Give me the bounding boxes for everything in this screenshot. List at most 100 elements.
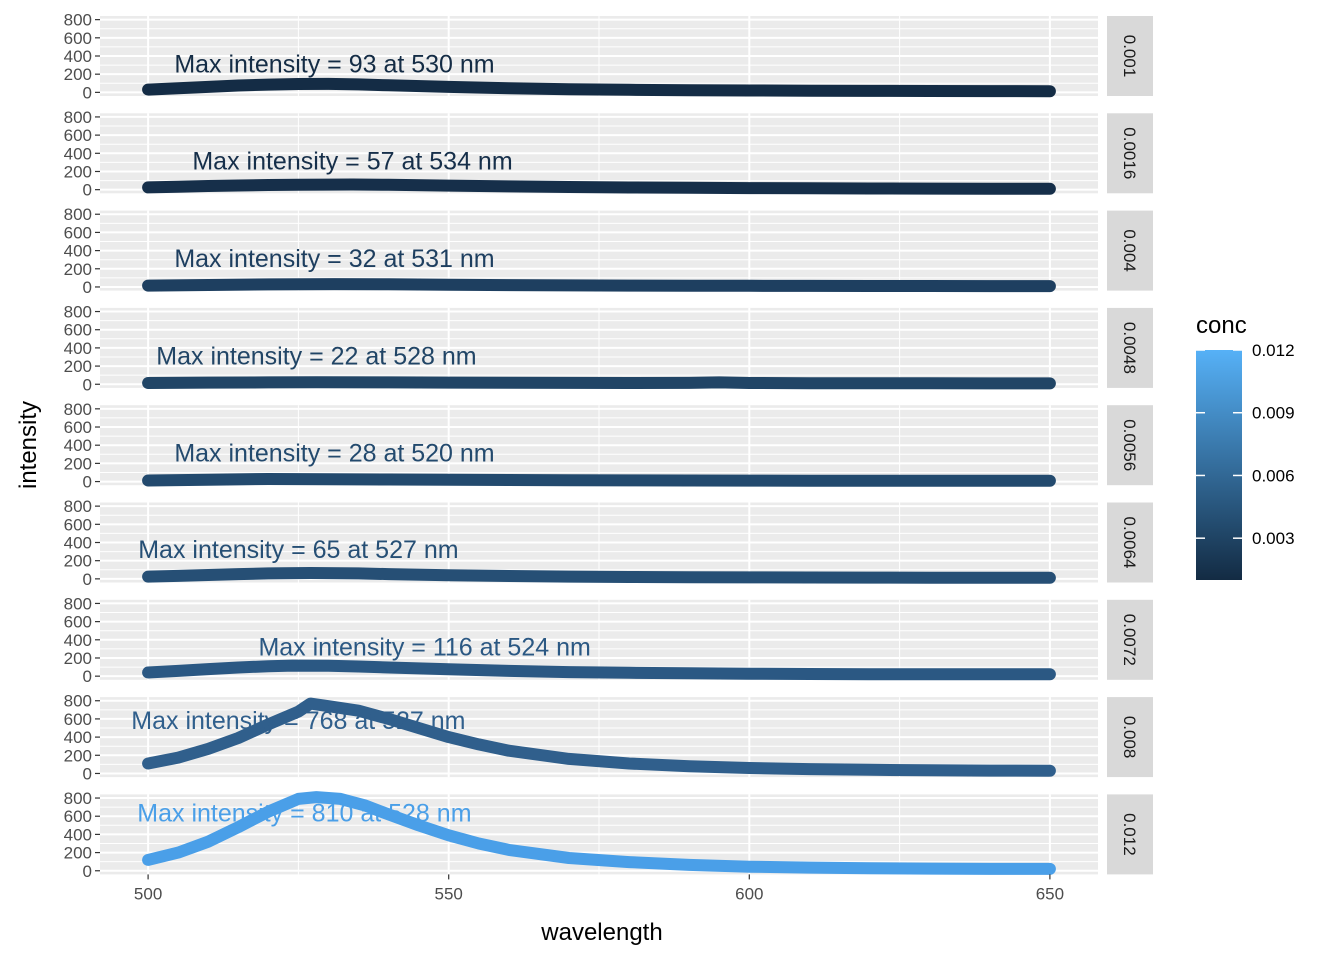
y-tick-label: 200 xyxy=(64,844,92,863)
colorbar-legend: conc 0.003 0.006 0.009 0.012 xyxy=(1196,312,1295,580)
y-tick-label: 0 xyxy=(83,667,92,686)
y-tick-label: 0 xyxy=(83,862,92,881)
y-tick-label: 0 xyxy=(83,570,92,589)
facet-strip-label: 0.0064 xyxy=(1120,517,1139,569)
facet-strip-label: 0.012 xyxy=(1120,813,1139,856)
series-line-0.012 xyxy=(142,791,1056,875)
y-tick-label: 0 xyxy=(83,375,92,394)
facet-strip xyxy=(1107,405,1153,486)
x-axis-title: wavelength xyxy=(540,919,662,946)
y-tick-label: 200 xyxy=(64,454,92,473)
y-tick-label: 0 xyxy=(83,473,92,492)
facet-strip-label: 0.0016 xyxy=(1120,127,1139,179)
y-tick-label: 800 xyxy=(64,497,92,516)
y-tick-label: 400 xyxy=(64,825,92,844)
y-tick-label: 200 xyxy=(64,357,92,376)
facet-strip-label: 0.0072 xyxy=(1120,614,1139,666)
y-tick-label: 0 xyxy=(83,181,92,200)
colorbar-tick-label: 0.003 xyxy=(1252,529,1295,548)
y-tick-label: 600 xyxy=(64,223,92,242)
legend-title: conc xyxy=(1196,312,1247,339)
colorbar-tick-label: 0.006 xyxy=(1252,466,1295,485)
facet-strip-label: 0.004 xyxy=(1120,229,1139,272)
max-intensity-annotation: Max intensity = 22 at 528 nm xyxy=(156,342,476,370)
facet-strip-label: 0.001 xyxy=(1120,35,1139,78)
max-intensity-annotation: Max intensity = 32 at 531 nm xyxy=(174,245,494,273)
y-tick-label: 200 xyxy=(64,649,92,668)
x-tick-label: 650 xyxy=(1036,884,1064,903)
y-tick-label: 400 xyxy=(64,631,92,650)
y-tick-label: 600 xyxy=(64,418,92,437)
facet-strip xyxy=(1107,307,1153,388)
facet-strip-label: 0.0048 xyxy=(1120,322,1139,374)
y-tick-label: 200 xyxy=(64,552,92,571)
x-axis: 500 550 600 650 xyxy=(134,874,1064,903)
y-tick-label: 600 xyxy=(64,613,92,632)
facet-strip xyxy=(1107,794,1153,875)
y-tick-label: 800 xyxy=(64,303,92,322)
max-intensity-annotation: Max intensity = 93 at 530 nm xyxy=(174,50,494,78)
x-tick-label: 600 xyxy=(735,884,763,903)
y-tick-label: 600 xyxy=(64,126,92,145)
y-tick-label: 200 xyxy=(64,65,92,84)
y-tick-label: 0 xyxy=(83,278,92,297)
y-tick-label: 800 xyxy=(64,400,92,419)
max-intensity-annotation: Max intensity = 57 at 534 nm xyxy=(192,148,512,176)
y-tick-label: 400 xyxy=(64,47,92,66)
y-axis-title: intensity xyxy=(15,401,42,489)
x-tick-label: 500 xyxy=(134,884,162,903)
y-tick-label: 800 xyxy=(64,594,92,613)
series-line-0.001 xyxy=(142,77,1056,98)
max-intensity-annotation: Max intensity = 810 at 528 nm xyxy=(137,800,471,828)
y-tick-label: 800 xyxy=(64,692,92,711)
colorbar-tick-label: 0.009 xyxy=(1252,404,1295,423)
series-line-0.0056 xyxy=(142,473,1056,487)
facet-strip xyxy=(1107,210,1153,291)
series-line-0.008 xyxy=(142,697,1056,777)
colorbar xyxy=(1196,350,1242,580)
y-tick-label: 400 xyxy=(64,728,92,747)
y-tick-label: 400 xyxy=(64,534,92,553)
y-tick-label: 400 xyxy=(64,144,92,163)
y-tick-label: 600 xyxy=(64,807,92,826)
series-line-0.0072 xyxy=(142,659,1056,681)
x-tick-label: 550 xyxy=(435,884,463,903)
y-tick-label: 0 xyxy=(83,764,92,783)
facet-strip xyxy=(1107,502,1153,583)
series-line-0.0048 xyxy=(142,376,1056,390)
y-tick-label: 800 xyxy=(64,11,92,30)
y-tick-label: 800 xyxy=(64,205,92,224)
facet-strip xyxy=(1107,16,1153,96)
y-tick-label: 600 xyxy=(64,515,92,534)
facet-strip-label: 0.008 xyxy=(1120,716,1139,759)
series-line-0.004 xyxy=(142,278,1056,293)
max-intensity-annotation: Max intensity = 768 at 527 nm xyxy=(131,707,465,735)
y-tick-label: 200 xyxy=(64,260,92,279)
y-tick-label: 200 xyxy=(64,162,92,181)
y-tick-label: 400 xyxy=(64,436,92,455)
y-tick-label: 0 xyxy=(83,83,92,102)
y-tick-label: 600 xyxy=(64,29,92,48)
y-tick-label: 600 xyxy=(64,321,92,340)
max-intensity-annotation: Max intensity = 65 at 527 nm xyxy=(138,536,458,564)
series-line-0.0016 xyxy=(142,178,1056,195)
colorbar-tick-label: 0.012 xyxy=(1252,341,1295,360)
max-intensity-annotation: Max intensity = 28 at 520 nm xyxy=(174,440,494,468)
y-tick-label: 400 xyxy=(64,242,92,261)
facet-strip-label: 0.0056 xyxy=(1120,419,1139,471)
y-tick-label: 600 xyxy=(64,710,92,729)
y-tick-label: 400 xyxy=(64,339,92,358)
facet-strip xyxy=(1107,599,1153,680)
y-tick-label: 800 xyxy=(64,108,92,127)
y-tick-label: 800 xyxy=(64,789,92,808)
